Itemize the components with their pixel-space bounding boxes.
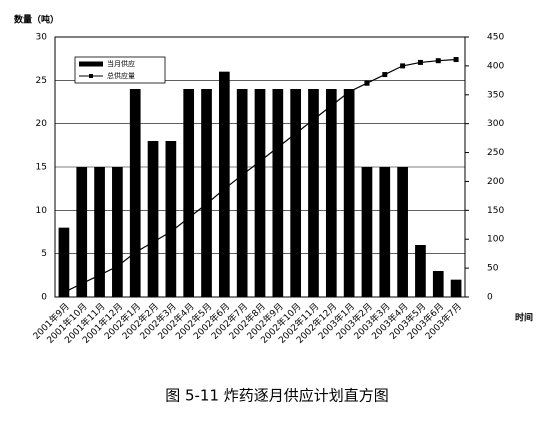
legend-label: 当月供应: [107, 59, 135, 68]
y-axis-label: 数量（吨）: [14, 14, 59, 26]
bar: [219, 71, 230, 298]
bar: [165, 141, 177, 297]
bar: [236, 89, 248, 297]
y-tick-label: 15: [36, 163, 47, 173]
y2-tick-label: 300: [487, 119, 504, 129]
line-marker: [97, 272, 103, 278]
bar: [325, 89, 337, 297]
bar: [112, 167, 123, 297]
bar: [272, 89, 284, 297]
line-marker: [293, 130, 299, 136]
bar: [94, 167, 105, 297]
line-marker: [382, 72, 388, 78]
y2-tick-label: 350: [487, 90, 504, 100]
y-tick-label: 10: [36, 206, 48, 216]
bar: [290, 89, 301, 297]
bar: [415, 245, 426, 297]
y2-tick-label: 200: [487, 177, 504, 187]
y2-tick-label: 250: [487, 148, 504, 158]
line-marker: [364, 80, 370, 86]
line-marker: [204, 201, 210, 207]
line-marker: [400, 63, 406, 69]
line-marker: [275, 144, 281, 150]
y2-tick-label: 450: [487, 33, 504, 43]
bar: [147, 141, 159, 297]
bar: [379, 167, 391, 297]
line-marker: [257, 158, 263, 164]
line-marker: [239, 172, 245, 178]
line-marker: [417, 59, 423, 65]
line-marker: [221, 186, 227, 192]
bar: [450, 279, 462, 297]
bar: [308, 89, 319, 297]
y-tick-label: 25: [36, 76, 47, 86]
line-marker: [150, 239, 156, 245]
caption: 图 5-11 炸药逐月供应计划直方图: [165, 387, 389, 405]
bar: [58, 227, 70, 297]
bar: [343, 89, 355, 297]
legend-swatch: [79, 61, 103, 67]
bar: [361, 167, 373, 297]
bar: [254, 89, 266, 297]
legend-swatch: [89, 74, 93, 78]
line-marker: [79, 281, 85, 287]
legend-label: 总供应量: [107, 71, 135, 80]
line-marker: [114, 263, 120, 269]
y2-tick-label: 100: [487, 235, 504, 245]
line-marker: [61, 289, 67, 295]
bar: [201, 89, 212, 297]
bar: [432, 271, 444, 297]
bar: [76, 167, 88, 297]
line-marker: [453, 57, 459, 63]
line-marker: [328, 103, 334, 109]
line-marker: [186, 215, 192, 221]
line-marker: [132, 250, 138, 256]
y2-tick-label: 0: [487, 293, 493, 303]
y-tick-label: 5: [41, 249, 47, 259]
y-tick-label: 20: [36, 119, 48, 129]
line-marker: [168, 229, 174, 235]
legend-box: [74, 56, 166, 84]
y-tick-label: 0: [41, 293, 47, 303]
x-axis-label: 时间: [515, 312, 533, 324]
line-marker: [310, 117, 316, 123]
line-marker: [346, 89, 352, 95]
line-marker: [435, 58, 441, 64]
bar: [183, 89, 195, 297]
y-tick-label: 30: [36, 33, 48, 43]
y2-tick-label: 50: [487, 264, 499, 274]
bar: [129, 89, 141, 297]
bar: [397, 167, 408, 297]
y2-tick-label: 150: [487, 206, 504, 216]
y2-tick-label: 400: [487, 61, 504, 71]
